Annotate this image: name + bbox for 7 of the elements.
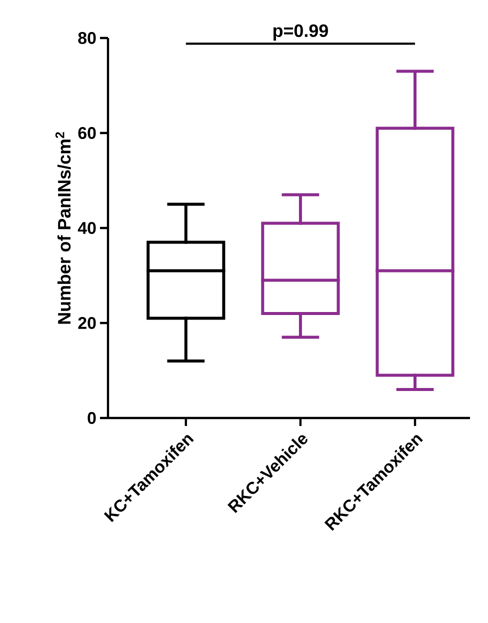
y-tick-label: 20: [78, 317, 96, 329]
y-axis-title: Number of PanINs/cm$^{2}$: [55, 132, 71, 324]
y-tick-label: 60: [78, 127, 96, 139]
y-tick-label: 40: [78, 222, 96, 234]
y-tick-label: 0: [88, 412, 96, 424]
annotation: p=0.99: [273, 24, 328, 41]
y-tick-label: 80: [78, 32, 96, 44]
